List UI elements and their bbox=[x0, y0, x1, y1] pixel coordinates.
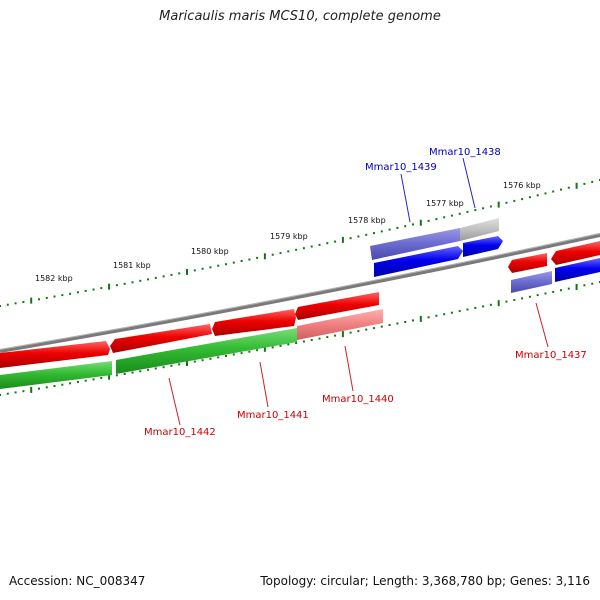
accession-label: Accession: NC_008347 bbox=[9, 574, 146, 588]
gene-arrow[interactable] bbox=[295, 292, 379, 320]
genome-backbone-highlight bbox=[0, 233, 600, 350]
label-leaders bbox=[168, 157, 549, 426]
tick-label: 1580 kbp bbox=[191, 247, 229, 256]
gene-arrow[interactable] bbox=[463, 236, 503, 257]
outer-tick-ring bbox=[0, 179, 600, 307]
purple-feature[interactable] bbox=[511, 271, 552, 293]
green-feature[interactable] bbox=[0, 361, 112, 389]
gene-label-Mmar10_1441[interactable]: Mmar10_1441 bbox=[237, 410, 309, 421]
leader-line-Mmar10_1441 bbox=[259, 361, 269, 408]
purple-feature[interactable] bbox=[370, 228, 460, 260]
tick-label: 1576 kbp bbox=[503, 181, 541, 190]
gene-label-Mmar10_1437[interactable]: Mmar10_1437 bbox=[515, 350, 587, 361]
gene-label-Mmar10_1442[interactable]: Mmar10_1442 bbox=[144, 427, 216, 438]
leader-line-Mmar10_1438 bbox=[462, 157, 476, 209]
leader-line-Mmar10_1439 bbox=[400, 173, 411, 223]
leader-line-Mmar10_1437 bbox=[535, 302, 549, 348]
tick-label: 1582 kbp bbox=[35, 274, 73, 283]
forward-gene-track bbox=[0, 241, 600, 368]
gene-label-Mmar10_1440[interactable]: Mmar10_1440 bbox=[322, 394, 394, 405]
inner-tick-ring bbox=[0, 281, 600, 396]
gene-label-Mmar10_1438[interactable]: Mmar10_1438 bbox=[429, 147, 501, 158]
gene-arrow[interactable] bbox=[374, 246, 463, 277]
reverse-gene-track bbox=[370, 218, 600, 293]
pink-feature[interactable] bbox=[297, 309, 383, 340]
tick-labels: 1582 kbp 1581 kbp 1580 kbp 1579 kbp 1578… bbox=[35, 181, 541, 283]
gene-labels: Mmar10_1439 Mmar10_1438 Mmar10_1437 Mmar… bbox=[144, 147, 587, 438]
leader-line-Mmar10_1442 bbox=[168, 377, 181, 426]
gene-arrow[interactable] bbox=[555, 258, 600, 282]
gene-arrow[interactable] bbox=[551, 241, 600, 265]
topology-label: Topology: circular; Length: 3,368,780 bp… bbox=[260, 574, 590, 588]
green-track bbox=[0, 309, 383, 389]
gene-label-Mmar10_1439[interactable]: Mmar10_1439 bbox=[365, 162, 437, 173]
genome-backbone bbox=[0, 233, 600, 353]
green-feature[interactable] bbox=[116, 328, 297, 374]
gene-arrow[interactable] bbox=[0, 341, 110, 368]
tick-label: 1578 kbp bbox=[348, 216, 386, 225]
gene-arrow[interactable] bbox=[212, 309, 296, 336]
gene-arrow[interactable] bbox=[110, 324, 212, 353]
tick-label: 1579 kbp bbox=[270, 232, 308, 241]
tick-label: 1581 kbp bbox=[113, 261, 151, 270]
leader-line-Mmar10_1440 bbox=[344, 345, 354, 392]
gene-arrow[interactable] bbox=[508, 253, 547, 273]
grey-feature[interactable] bbox=[460, 218, 499, 241]
tick-label: 1577 kbp bbox=[426, 199, 464, 208]
map-title: Maricaulis maris MCS10, complete genome bbox=[159, 9, 441, 24]
